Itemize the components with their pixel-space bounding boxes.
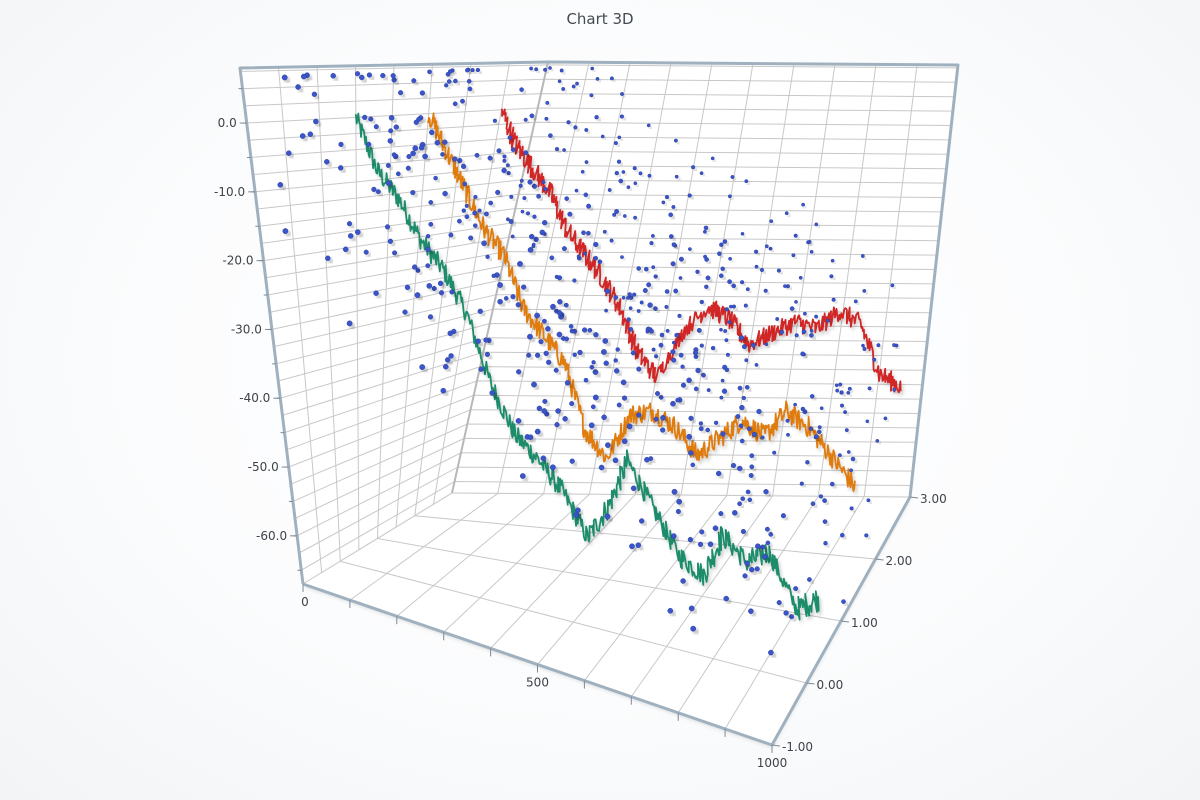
x-tick-label: 500: [526, 676, 549, 690]
chart-title: Chart 3D: [566, 10, 634, 28]
axis-labels: 0.0 -10.0 -20.0 -30.0 -40.0 -50.0 -60.0 0 500 100…: [214, 88, 947, 770]
series-line: [427, 112, 856, 493]
y-tick-label: -20.0: [222, 254, 253, 268]
scatter-points: [277, 66, 899, 656]
chart-walls: [240, 62, 958, 745]
y-tick-label: -60.0: [256, 529, 287, 543]
y-tick-label: -40.0: [239, 391, 270, 405]
y-tick-label: -30.0: [231, 322, 262, 336]
y-tick-label: -10.0: [214, 185, 245, 199]
z-tick-label: -1.00: [782, 740, 813, 754]
y-tick-label: 0.0: [218, 116, 237, 130]
series-line: [500, 108, 902, 394]
z-tick-label: 0.00: [817, 678, 844, 692]
z-tick-label: 1.00: [851, 616, 878, 630]
z-tick-label: 3.00: [920, 492, 947, 506]
z-tick-label: 2.00: [886, 554, 913, 568]
y-tick-label: -50.0: [248, 460, 279, 474]
x-tick-label: 0: [301, 595, 309, 609]
x-tick-label: 1000: [757, 756, 788, 770]
